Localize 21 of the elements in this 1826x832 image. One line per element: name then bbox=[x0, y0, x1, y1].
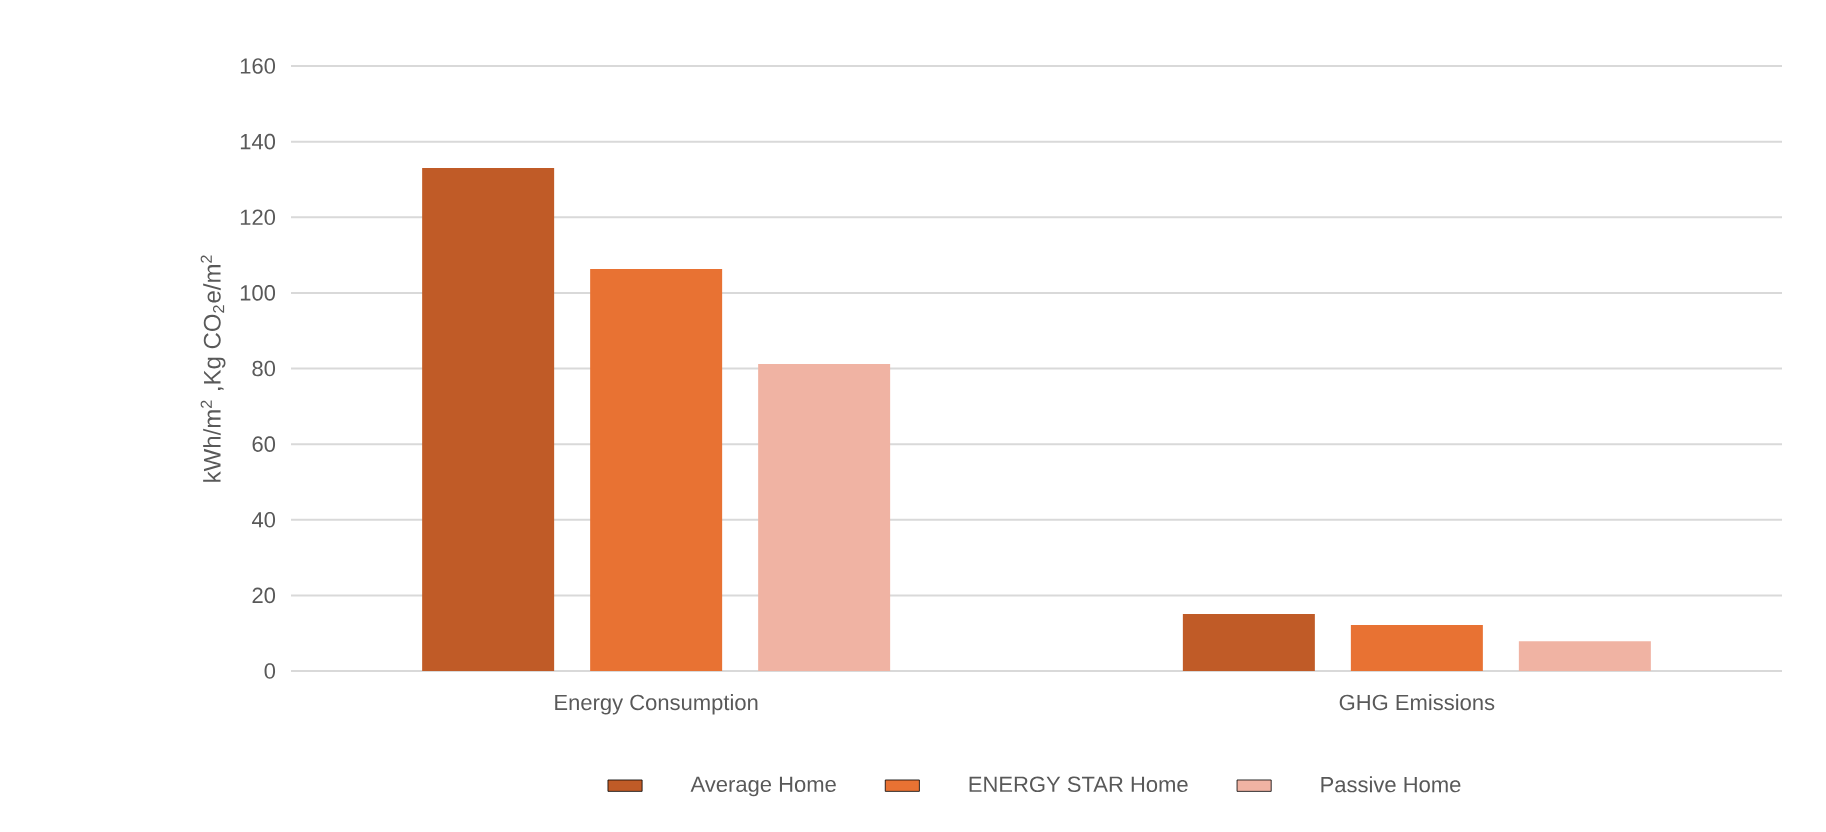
y-tick-label: 100 bbox=[240, 285, 276, 301]
legend-label: Passive Home bbox=[1321, 776, 1461, 793]
y-axis-title: kWh/m$^{2}$ ,Kg CO$_{2}$e/m$^{2}$ bbox=[200, 255, 226, 482]
bar bbox=[1182, 613, 1315, 672]
x-tick-label: Energy Consumption bbox=[555, 694, 758, 715]
bar bbox=[422, 168, 555, 672]
y-tick-label: 140 bbox=[240, 133, 276, 150]
y-tick-label: 20 bbox=[252, 587, 276, 604]
y-tick-label: 160 bbox=[240, 58, 276, 74]
x-tick-label: GHG Emissions bbox=[1339, 694, 1495, 711]
y-tick-label: 120 bbox=[240, 209, 276, 226]
y-tick-label: 40 bbox=[251, 511, 276, 528]
y-tick-label: 80 bbox=[252, 360, 276, 377]
bar bbox=[1350, 624, 1483, 672]
legend-label: ENERGY STAR Home bbox=[969, 776, 1188, 793]
y-tick-label: 60 bbox=[252, 436, 276, 452]
legend-label: Average Home bbox=[690, 776, 836, 797]
bar bbox=[1518, 641, 1651, 672]
bar bbox=[590, 269, 723, 672]
y-tick-label: 0 bbox=[264, 663, 276, 679]
bar bbox=[758, 363, 891, 672]
